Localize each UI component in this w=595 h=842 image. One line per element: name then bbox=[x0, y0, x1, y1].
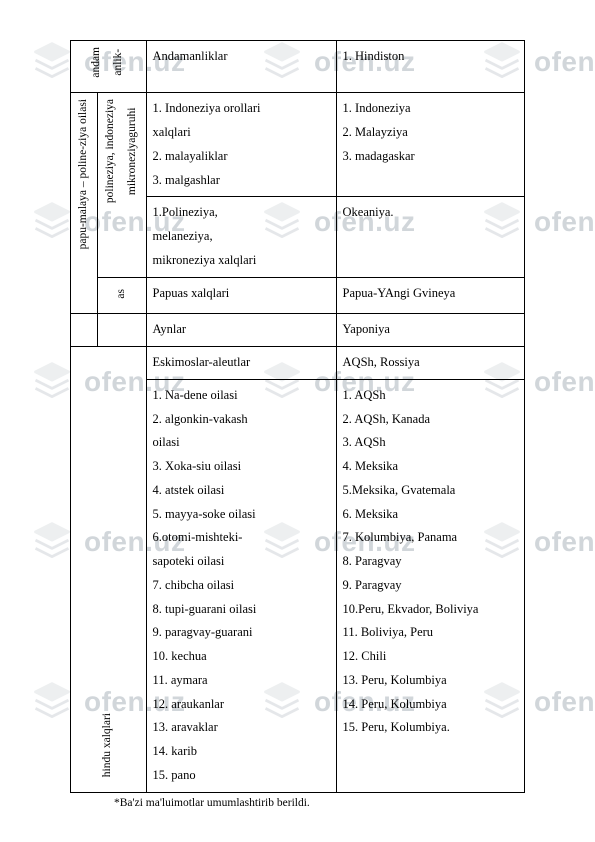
vertical-label-polineziya-group: polineziya, indoneziyamikroneziyaguruhi bbox=[97, 93, 146, 277]
cell-places: Yaponiya bbox=[336, 314, 524, 347]
table-row: Aynlar Yaponiya bbox=[71, 314, 525, 347]
footnote: *Ba'zi ma'luimotlar umumlashtirib berild… bbox=[70, 797, 525, 809]
ethnic-groups-table: andamanlik- Andamanliklar 1. Hindiston p… bbox=[70, 40, 525, 793]
cell-items: Eskimoslar-aleutlar bbox=[146, 347, 336, 380]
page-content: andamanlik- Andamanliklar 1. Hindiston p… bbox=[0, 0, 595, 829]
cell-items: Papuas xalqlari bbox=[146, 277, 336, 314]
cell-items: 1. Indoneziya orollarixalqlari2. malayal… bbox=[146, 93, 336, 197]
table-row: as Papuas xalqlari Papua-YAngi Gvineya bbox=[71, 277, 525, 314]
table-row: andamanlik- Andamanliklar 1. Hindiston bbox=[71, 41, 525, 93]
cell-places: 1. Indoneziya2. Malayziya3. madagaskar bbox=[336, 93, 524, 197]
cell-items: Andamanliklar bbox=[146, 41, 336, 93]
cell-items: 1.Polineziya,melaneziya,mikroneziya xalq… bbox=[146, 197, 336, 277]
vertical-label-papuas: as bbox=[97, 277, 146, 314]
cell-items: 1. Na-dene oilasi2. algonkin-vakashoilas… bbox=[146, 379, 336, 792]
empty-cell bbox=[97, 314, 146, 347]
cell-items: Aynlar bbox=[146, 314, 336, 347]
table-row: papu-malaya – poline-ziya oilasi polinez… bbox=[71, 93, 525, 197]
table-row: hindu xalqlari Eskimoslar-aleutlar AQSh,… bbox=[71, 347, 525, 380]
cell-places: Okeaniya. bbox=[336, 197, 524, 277]
cell-places: Papua-YAngi Gvineya bbox=[336, 277, 524, 314]
vertical-label-andaman: andamanlik- bbox=[71, 41, 147, 93]
vertical-label-hindu: hindu xalqlari bbox=[71, 347, 147, 793]
vertical-label-papu-malaya: papu-malaya – poline-ziya oilasi bbox=[71, 93, 98, 314]
cell-places: 1. AQSh2. AQSh, Kanada3. AQSh4. Meksika5… bbox=[336, 379, 524, 792]
cell-places: AQSh, Rossiya bbox=[336, 347, 524, 380]
cell-places: 1. Hindiston bbox=[336, 41, 524, 93]
empty-cell bbox=[71, 314, 98, 347]
